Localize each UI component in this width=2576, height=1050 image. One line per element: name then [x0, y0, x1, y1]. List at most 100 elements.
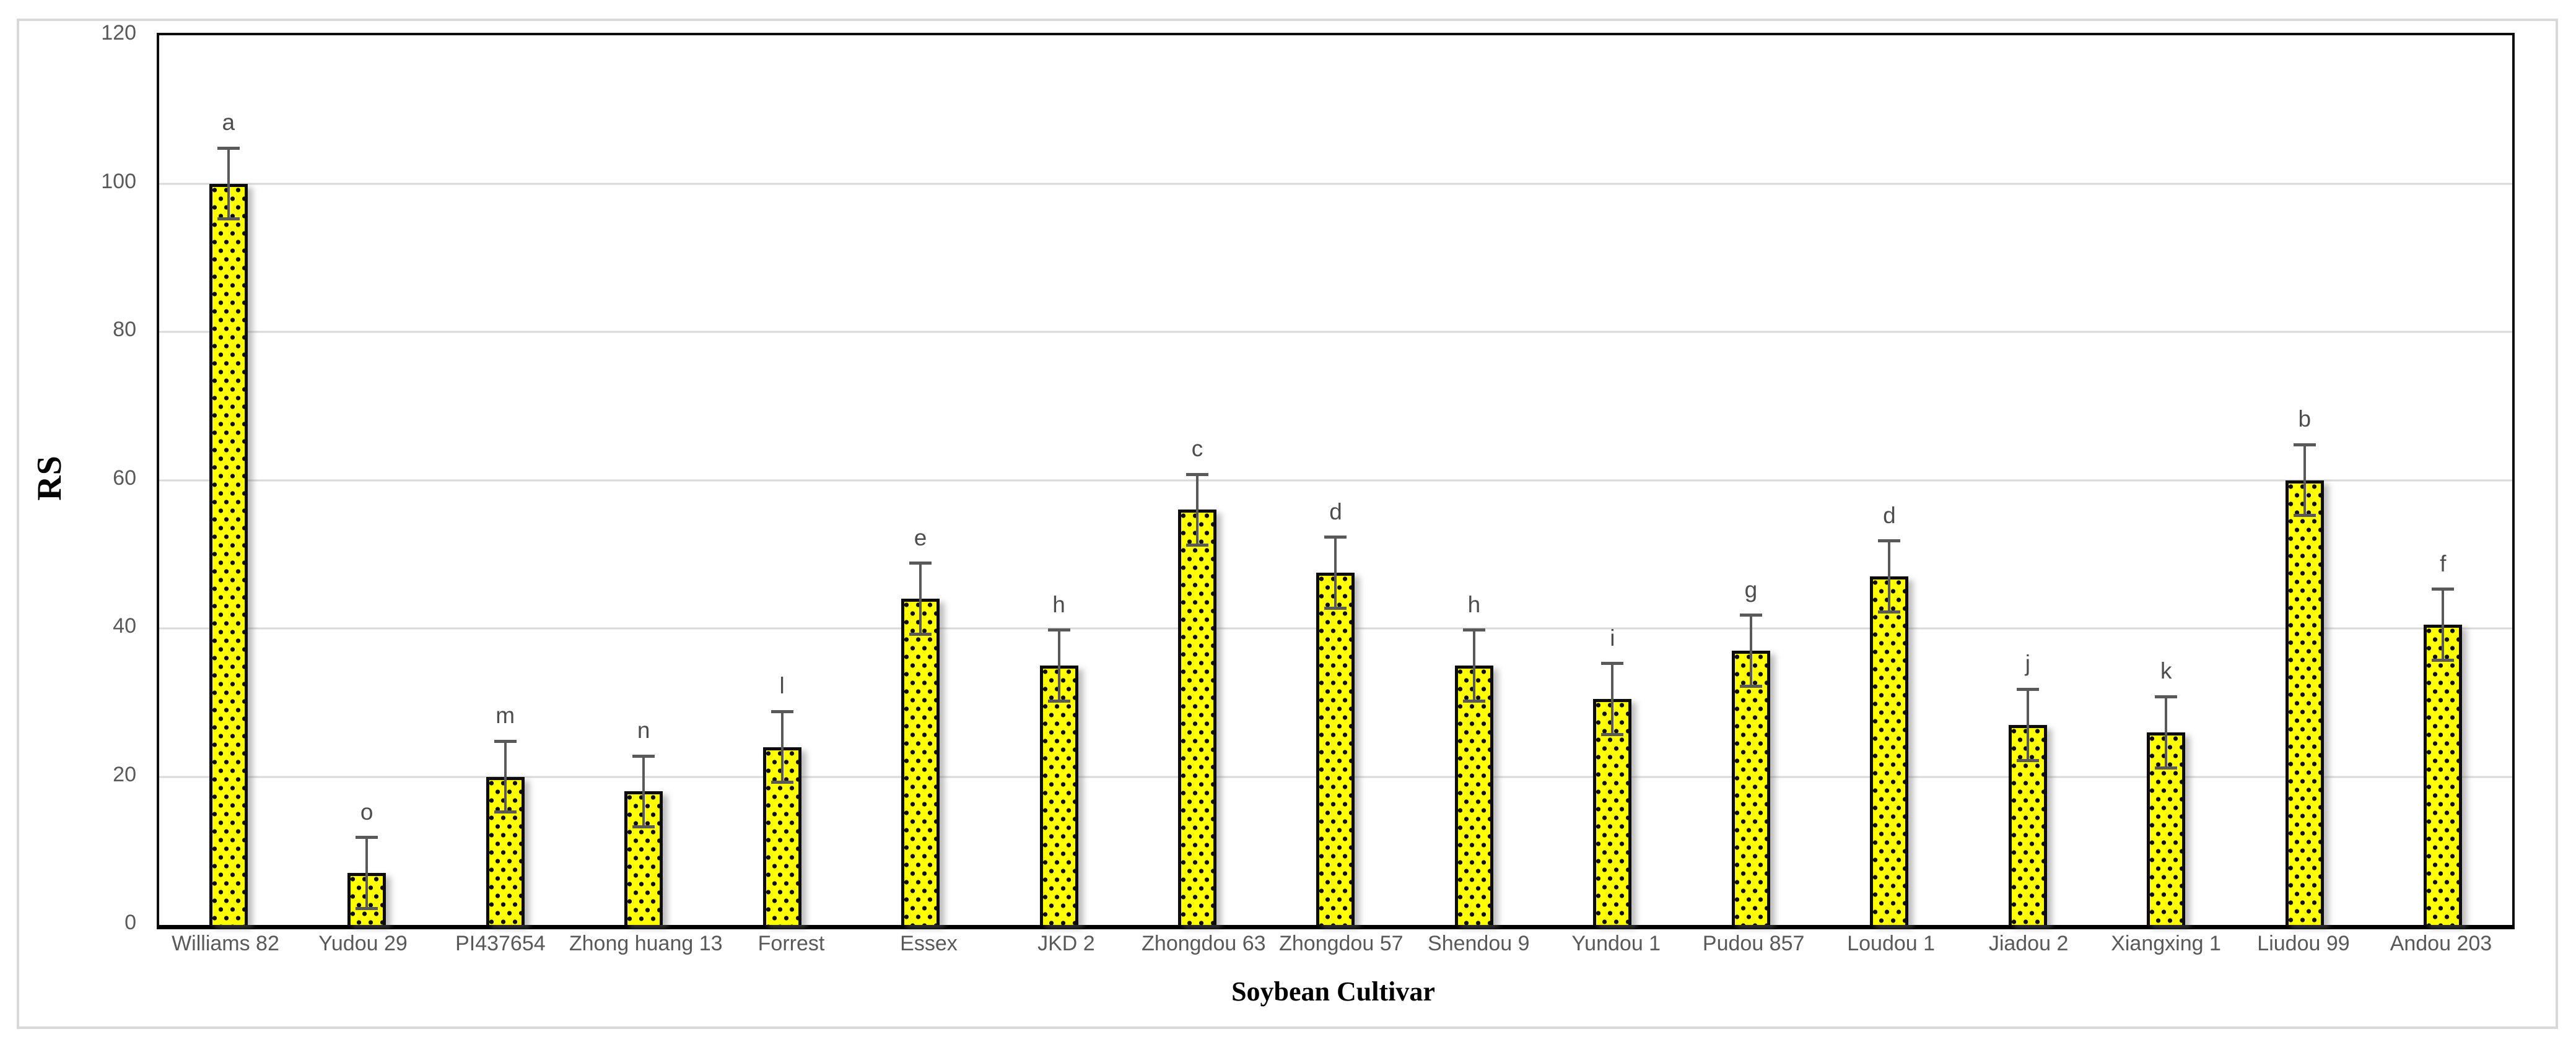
bar	[1870, 576, 1909, 925]
error-bar	[770, 709, 795, 784]
bar-slot: d	[1267, 35, 1405, 925]
error-bar-line	[642, 754, 645, 829]
error-bar-cap-bottom	[1462, 699, 1485, 703]
significance-letter: n	[637, 718, 650, 744]
error-bar-cap-bottom	[1186, 544, 1209, 547]
error-bar-line	[1611, 661, 1614, 736]
category-label: Yudou 29	[318, 932, 408, 955]
y-tick-label: 80	[113, 318, 136, 341]
error-bar-cap-top	[2016, 687, 2039, 691]
error-bar-cap-top	[909, 562, 932, 565]
bar-slot: m	[436, 35, 574, 925]
error-bar-cap-top	[356, 836, 378, 840]
error-bar	[1047, 628, 1072, 703]
error-bar-cap-bottom	[356, 907, 378, 911]
error-bar-line	[2165, 695, 2168, 770]
bar-slot: b	[2235, 35, 2373, 925]
bar	[901, 599, 940, 925]
error-bar-line	[2442, 588, 2445, 662]
bar	[209, 183, 248, 925]
bar-slot: c	[1128, 35, 1266, 925]
significance-letter: e	[914, 524, 927, 550]
y-tick-label: 100	[101, 169, 136, 193]
error-bar-line	[1472, 628, 1475, 703]
category-label: Liudou 99	[2257, 932, 2350, 955]
error-bar	[1462, 628, 1487, 703]
error-bar-cap-top	[771, 709, 793, 713]
bar-slot: f	[2374, 35, 2512, 925]
bar-slot: o	[297, 35, 435, 925]
bar-slot: h	[1405, 35, 1543, 925]
bar-slot: h	[990, 35, 1128, 925]
y-tick-label: 60	[113, 466, 136, 490]
error-bar	[1185, 472, 1210, 547]
bar	[2424, 625, 2463, 925]
error-bar	[2015, 687, 2040, 762]
significance-letter: l	[779, 673, 785, 699]
category-label: Zhongdou 57	[1279, 932, 1404, 955]
significance-letter: a	[222, 110, 235, 136]
bar	[1178, 510, 1217, 925]
error-bar-line	[1749, 614, 1752, 688]
error-bar-cap-top	[632, 754, 655, 758]
category-label: JKD 2	[1037, 932, 1095, 955]
error-bar-cap-bottom	[1047, 699, 1070, 703]
error-bar-line	[1334, 536, 1337, 610]
bar-slot: d	[1820, 35, 1958, 925]
gridline	[159, 479, 2512, 481]
error-bar	[1739, 614, 1763, 688]
y-axis-ticks: 0 20 40 60 80 100 120	[0, 22, 141, 933]
category-label: Yundou 1	[1571, 932, 1661, 955]
error-bar-cap-top	[2432, 588, 2455, 591]
category-label: Andou 203	[2390, 932, 2492, 955]
bar-slot: i	[1543, 35, 1682, 925]
significance-letter: o	[360, 799, 373, 825]
error-bar-cap-bottom	[1878, 610, 1901, 614]
error-bar-cap-top	[1186, 472, 1209, 476]
category-label: Loudou 1	[1847, 932, 1936, 955]
error-bar-line	[1057, 628, 1060, 703]
significance-letter: k	[2160, 658, 2172, 684]
bar	[2285, 480, 2324, 925]
error-bar	[493, 739, 518, 814]
significance-letter: d	[1329, 498, 1342, 524]
x-axis-title: Soybean Cultivar	[1231, 976, 1435, 1007]
category-label: Williams 82	[172, 932, 279, 955]
category-label: Zhong huang 13	[569, 932, 723, 955]
error-bar	[2154, 695, 2178, 770]
error-bar-cap-bottom	[909, 632, 932, 636]
error-bar-cap-top	[217, 146, 240, 150]
y-tick-label: 20	[113, 762, 136, 786]
bar-slot: l	[713, 35, 851, 925]
significance-letter: h	[1052, 591, 1065, 617]
bar	[762, 747, 801, 925]
bar-slot: j	[1958, 35, 2097, 925]
bars-layer: a o m n l e h c d h i g d j k b f	[159, 35, 2512, 925]
error-bar-cap-top	[1739, 614, 1762, 617]
bar-slot: e	[851, 35, 989, 925]
error-bar-cap-bottom	[632, 825, 655, 829]
error-bar-line	[919, 562, 922, 636]
error-bar	[1877, 539, 1901, 614]
error-bar-cap-bottom	[1324, 607, 1347, 610]
significance-letter: d	[1883, 502, 1896, 528]
category-label: Essex	[900, 932, 958, 955]
bar-slot: n	[574, 35, 712, 925]
category-label: Zhongdou 63	[1142, 932, 1266, 955]
significance-letter: g	[1744, 576, 1758, 602]
error-bar-cap-bottom	[2016, 758, 2039, 762]
error-bar	[354, 836, 379, 911]
error-bar-line	[1196, 472, 1199, 547]
significance-letter: h	[1467, 591, 1481, 617]
error-bar-line	[504, 739, 507, 814]
error-bar	[2292, 443, 2317, 518]
category-label: Forrest	[758, 932, 825, 955]
error-bar-cap-top	[1047, 628, 1070, 631]
significance-letter: f	[2440, 550, 2447, 576]
error-bar-cap-bottom	[1601, 732, 1624, 736]
category-row: Williams 82 Yudou 29 PI437654 Zhong huang 1…	[157, 932, 2510, 955]
bar	[1593, 698, 1632, 925]
significance-letter: c	[1191, 436, 1203, 462]
category-label: PI437654	[455, 932, 546, 955]
